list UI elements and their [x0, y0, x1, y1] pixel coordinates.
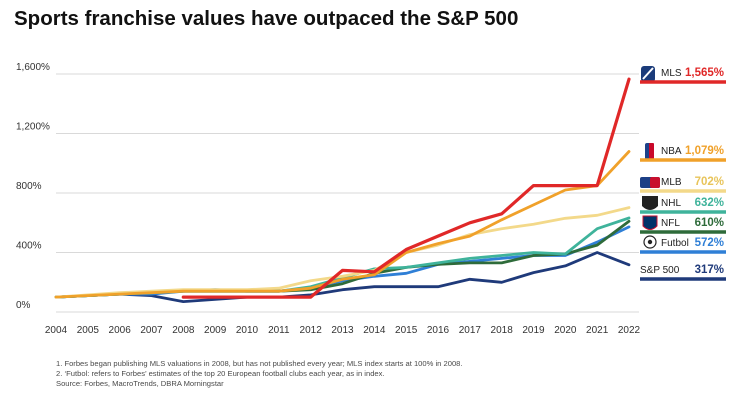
- legend-name: MLS: [661, 68, 682, 79]
- legend-name: MLB: [661, 177, 682, 188]
- series-line-nhl: [54, 216, 631, 299]
- x-tick-label: 2022: [618, 325, 641, 336]
- x-tick-label: 2018: [491, 325, 514, 336]
- x-tick-label: 2013: [331, 325, 354, 336]
- x-tick-label: 2015: [395, 325, 418, 336]
- series-line-nba: [54, 150, 631, 299]
- series-line-s-p-500: [54, 251, 631, 304]
- legend-item-s-p-500: S&P 500 317%: [640, 264, 726, 281]
- legend-value: 1,079%: [685, 145, 724, 157]
- x-tick-label: 2021: [586, 325, 609, 336]
- legend-name: NHL: [661, 198, 681, 209]
- mlb-logo-icon: [640, 177, 660, 188]
- x-tick-label: 2020: [554, 325, 577, 336]
- series-line-mls: [181, 77, 631, 299]
- footnote-2: 2. ‘Futbol: refers to Forbes’ estimates …: [56, 369, 385, 378]
- y-tick-label: 1,200%: [16, 122, 50, 133]
- legend: S&P 500 317% Futbol 572% NFL 610% NHL 632% MLB 70…: [640, 66, 726, 281]
- legend-value: 317%: [695, 264, 724, 276]
- series-line-mlb: [54, 206, 631, 299]
- grid-lines: [56, 73, 639, 313]
- x-tick-label: 2007: [140, 325, 163, 336]
- legend-name: Futbol: [661, 238, 689, 249]
- legend-value: 1,565%: [685, 67, 724, 79]
- legend-item-nhl: NHL 632%: [640, 196, 726, 214]
- x-tick-label: 2004: [45, 325, 68, 336]
- x-tick-label: 2019: [522, 325, 545, 336]
- nhl-logo-icon: [642, 196, 658, 210]
- nba-logo-icon: [645, 143, 654, 161]
- x-tick-label: 2017: [459, 325, 482, 336]
- x-tick-label: 2011: [268, 325, 290, 336]
- x-tick-label: 2008: [172, 325, 195, 336]
- x-tick-label: 2009: [204, 325, 227, 336]
- series-line-nfl: [54, 219, 631, 299]
- chart-title: Sports franchise values have outpaced th…: [14, 7, 519, 30]
- x-tick-label: 2012: [300, 325, 323, 336]
- footnote-1: 1. Forbes began publishing MLS valuation…: [56, 359, 463, 368]
- mls-logo-icon: [641, 66, 655, 82]
- nfl-logo-icon: [642, 215, 658, 230]
- x-tick-label: 2016: [427, 325, 450, 336]
- legend-value: 610%: [695, 217, 724, 229]
- series-line-futbol: [54, 225, 631, 299]
- legend-value: 572%: [695, 237, 724, 249]
- y-tick-label: 400%: [16, 241, 42, 252]
- x-tick-label: 2005: [77, 325, 100, 336]
- legend-item-mlb: MLB 702%: [640, 176, 726, 193]
- x-tick-label: 2006: [109, 325, 132, 336]
- legend-item-mls: MLS 1,565%: [640, 66, 726, 84]
- x-tick-label: 2010: [236, 325, 259, 336]
- y-tick-label: 0%: [16, 300, 31, 311]
- y-tick-label: 1,600%: [16, 62, 50, 73]
- soccer-ball-icon: [643, 235, 657, 249]
- footnote-source: Source: Forbes, MacroTrends, DBRA Mornin…: [56, 379, 224, 388]
- y-tick-label: 800%: [16, 181, 42, 192]
- x-tick-label: 2014: [363, 325, 386, 336]
- legend-value: 702%: [695, 176, 724, 188]
- legend-name: NBA: [661, 146, 682, 157]
- legend-name: S&P 500: [640, 265, 680, 276]
- legend-item-futbol: Futbol 572%: [640, 235, 726, 254]
- series-lines: [54, 77, 631, 304]
- legend-value: 632%: [695, 197, 724, 209]
- legend-item-nfl: NFL 610%: [640, 215, 726, 234]
- legend-item-nba: NBA 1,079%: [640, 143, 726, 162]
- legend-name: NFL: [661, 218, 680, 229]
- axes: 0% 400% 800% 1,200% 1,600% 2004 2005 2006 2007 20…: [16, 62, 641, 336]
- footnotes: 1. Forbes began publishing MLS valuation…: [56, 359, 463, 389]
